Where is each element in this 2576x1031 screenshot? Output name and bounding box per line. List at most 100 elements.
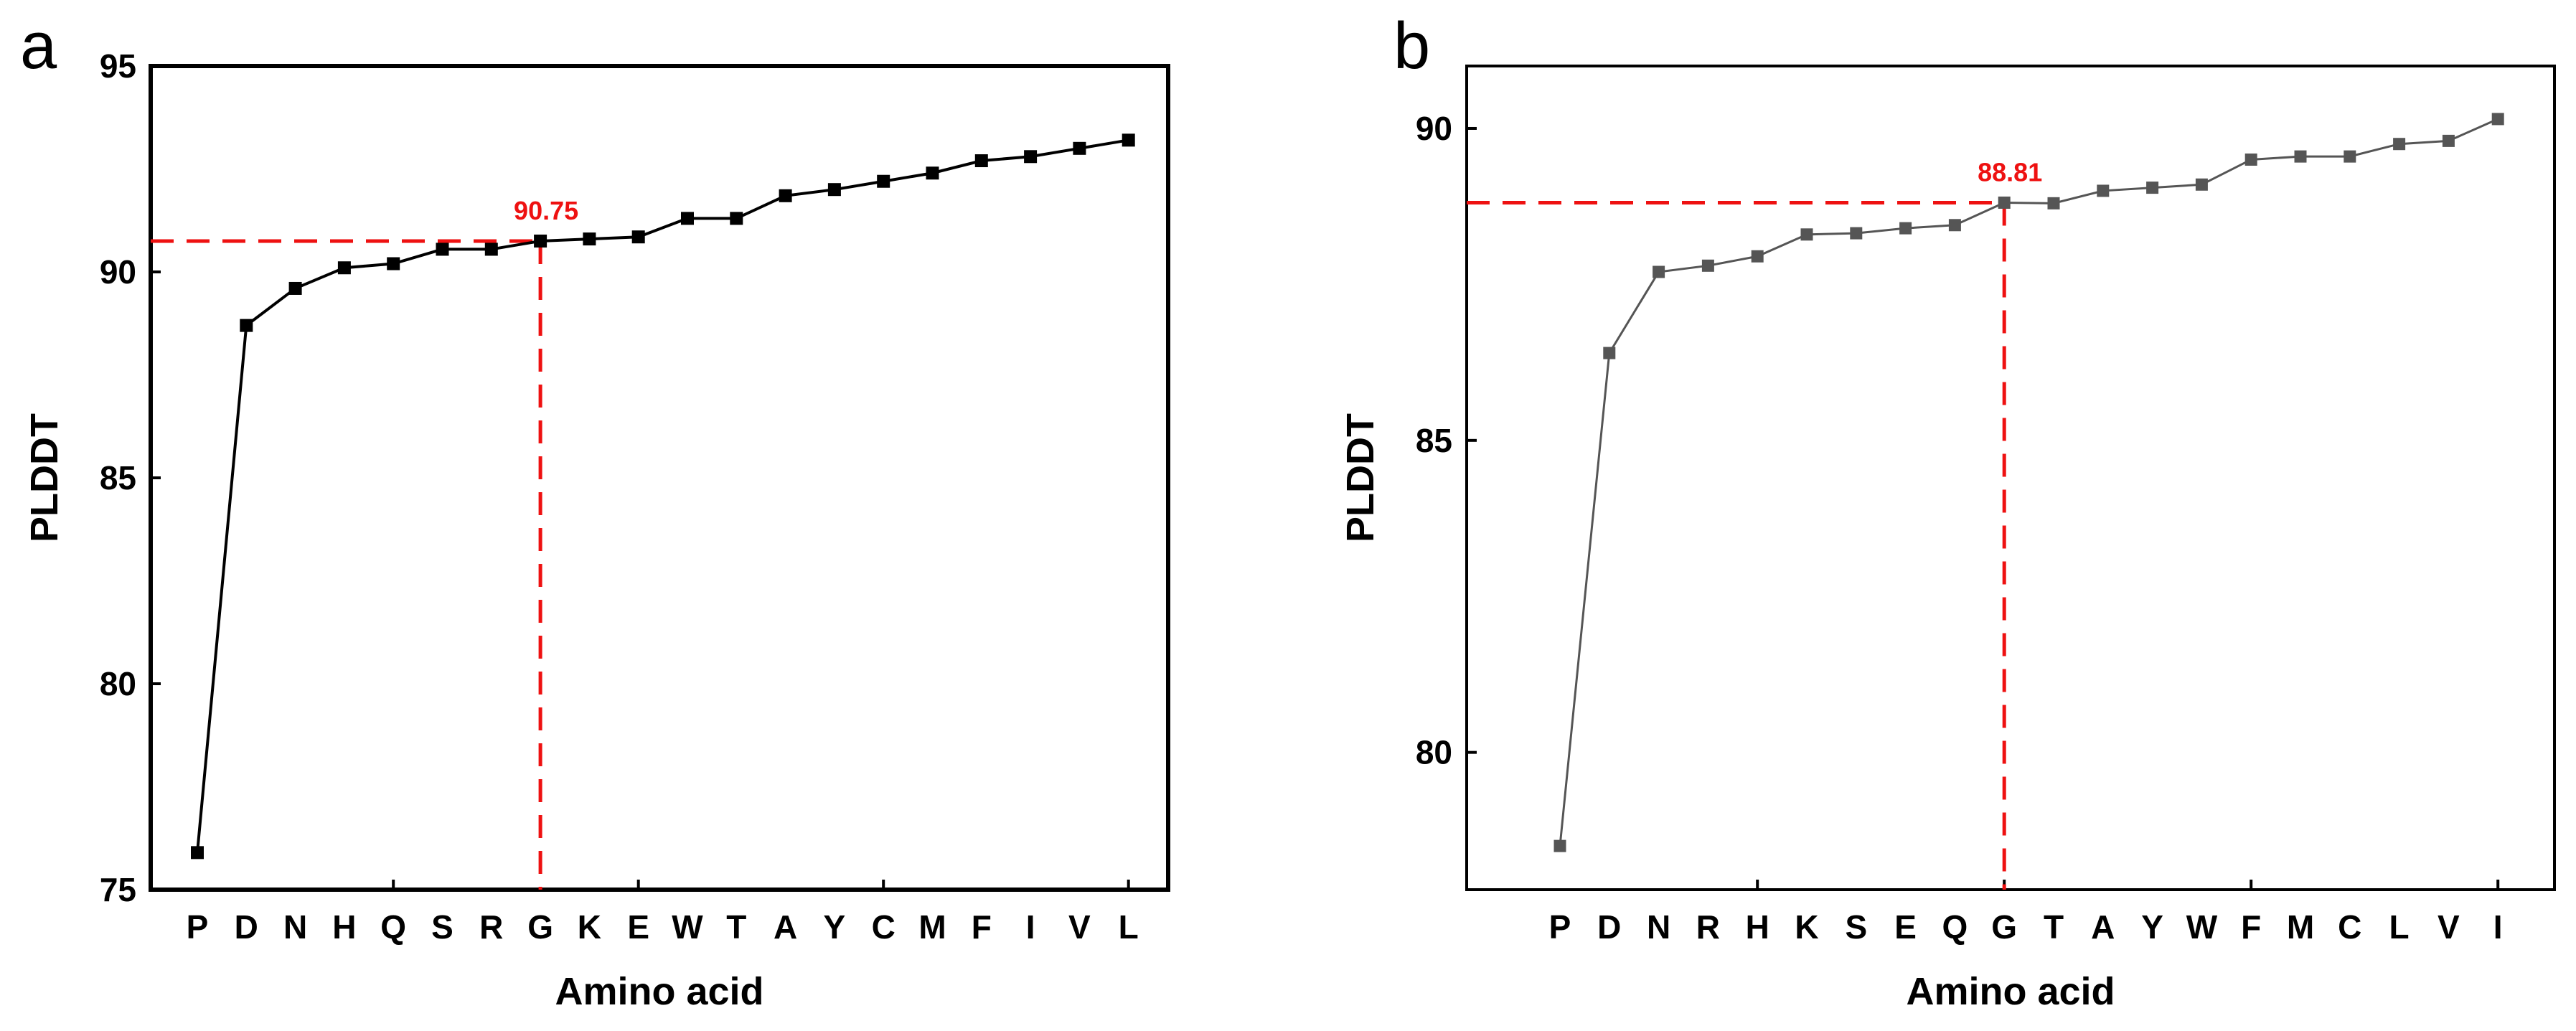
- data-point-b: [1603, 347, 1616, 359]
- data-point-b: [2146, 182, 2159, 194]
- x-tick-label-b: V: [2438, 908, 2460, 946]
- x-tick-label-a: L: [1119, 908, 1139, 946]
- data-point-b: [1948, 219, 1961, 232]
- data-point-a: [534, 234, 547, 248]
- x-tick-label-b: I: [2493, 908, 2503, 946]
- x-tick-label-a: W: [672, 908, 703, 946]
- data-point-a: [730, 212, 743, 225]
- x-tick-label-b: R: [1696, 908, 1720, 946]
- data-point-a: [631, 230, 645, 244]
- y-tick-label-a: 75: [100, 871, 136, 908]
- x-tick-label-b: N: [1647, 908, 1670, 946]
- panel-label-a: a: [20, 9, 57, 83]
- data-point-a: [191, 846, 204, 860]
- data-point-b: [1800, 228, 1813, 241]
- x-tick-label-a: T: [726, 908, 746, 946]
- x-axis-title-a: Amino acid: [555, 970, 763, 1013]
- x-tick-label-b: M: [2287, 908, 2314, 946]
- y-tick-label-a: 85: [100, 459, 136, 496]
- x-tick-label-a: K: [578, 908, 601, 946]
- chart-panel-b: 80 85 90 P D N R H K S E Q G T A Y W F M C L V I Amino acid PLDD…: [1339, 65, 2556, 1013]
- data-point-a: [288, 281, 302, 295]
- x-tick-label-b: G: [1991, 908, 2017, 946]
- chart-panel-a: 75 80 85 90 95 P D N H Q S R G K E W T A Y C M F I V L Amino acid…: [23, 47, 1170, 1013]
- data-point-b: [2294, 150, 2307, 163]
- data-point-a: [484, 243, 498, 256]
- data-point-a: [436, 243, 449, 256]
- x-tick-label-b: C: [2338, 908, 2361, 946]
- data-point-b: [1751, 250, 1764, 263]
- x-tick-label-b: A: [2091, 908, 2115, 946]
- x-tick-label-b: F: [2241, 908, 2261, 946]
- data-point-a: [387, 257, 400, 270]
- y-tick-label-b: 90: [1416, 110, 1452, 147]
- x-tick-label-b: D: [1597, 908, 1621, 946]
- y-tick-label-a: 90: [100, 253, 136, 291]
- x-tick-label-a: N: [283, 908, 307, 946]
- series-line-b: [1559, 118, 2499, 847]
- x-tick-label-a: S: [431, 908, 453, 946]
- x-tick-label-a: C: [872, 908, 896, 946]
- data-point-b: [1553, 839, 1566, 852]
- data-point-b: [2393, 138, 2406, 151]
- plot-frame-a: [149, 64, 1170, 892]
- data-point-b: [1899, 222, 1912, 235]
- data-point-a: [583, 232, 596, 246]
- x-tick-label-a: P: [187, 908, 209, 946]
- data-point-a: [827, 183, 841, 197]
- data-point-a: [1073, 141, 1086, 155]
- y-tick-label-b: 85: [1416, 422, 1452, 459]
- x-tick-label-b: E: [1894, 908, 1917, 946]
- data-point-b: [2047, 197, 2060, 210]
- x-tick-label-b: L: [2389, 908, 2410, 946]
- series-line-a: [196, 138, 1129, 853]
- data-point-b: [2244, 153, 2257, 166]
- data-point-b: [2442, 134, 2455, 147]
- x-tick-label-b: W: [2186, 908, 2218, 946]
- y-tick-label-a: 80: [100, 665, 136, 702]
- data-point-b: [1701, 259, 1714, 272]
- data-point-a: [337, 261, 351, 275]
- x-tick-label-a: R: [479, 908, 503, 946]
- x-tick-label-b: Q: [1942, 908, 1968, 946]
- x-tick-label-a: M: [918, 908, 946, 946]
- data-point-b: [2195, 178, 2208, 191]
- x-tick-label-a: Y: [824, 908, 846, 946]
- x-tick-label-b: T: [2044, 908, 2064, 946]
- y-axis-title-a: PLDDT: [23, 413, 66, 542]
- x-tick-label-a: Q: [380, 908, 406, 946]
- plot-frame-b: [1465, 65, 2556, 891]
- x-tick-label-a: D: [235, 908, 258, 946]
- data-point-a: [779, 189, 792, 202]
- data-point-a: [877, 174, 890, 188]
- x-tick-label-a: V: [1068, 908, 1091, 946]
- x-axis-title-b: Amino acid: [1906, 970, 2115, 1013]
- data-point-b: [2344, 150, 2356, 163]
- data-point-a: [240, 319, 253, 332]
- data-point-a: [1024, 150, 1038, 164]
- x-tick-label-b: Y: [2141, 908, 2163, 946]
- x-tick-label-a: F: [972, 908, 992, 946]
- y-tick-label-a: 95: [100, 47, 136, 85]
- x-tick-label-a: H: [332, 908, 356, 946]
- data-point-a: [1122, 133, 1135, 147]
- data-point-b: [1850, 227, 1863, 240]
- panel-label-b: b: [1393, 9, 1430, 83]
- x-tick-label-a: I: [1026, 908, 1035, 946]
- data-point-a: [926, 166, 939, 180]
- data-point-b: [2491, 113, 2504, 126]
- x-tick-label-b: K: [1795, 908, 1818, 946]
- data-point-a: [681, 212, 694, 225]
- y-axis-title-b: PLDDT: [1339, 413, 1382, 542]
- data-point-b: [1998, 196, 2011, 209]
- x-tick-label-b: P: [1549, 908, 1571, 946]
- annotation-label-a: 90.75: [514, 196, 578, 225]
- data-point-b: [2097, 184, 2110, 197]
- y-tick-label-b: 80: [1416, 734, 1452, 771]
- data-point-a: [974, 154, 988, 168]
- x-tick-label-a: G: [527, 908, 553, 946]
- x-tick-label-b: H: [1746, 908, 1769, 946]
- data-point-b: [1653, 265, 1665, 278]
- x-tick-label-a: E: [627, 908, 649, 946]
